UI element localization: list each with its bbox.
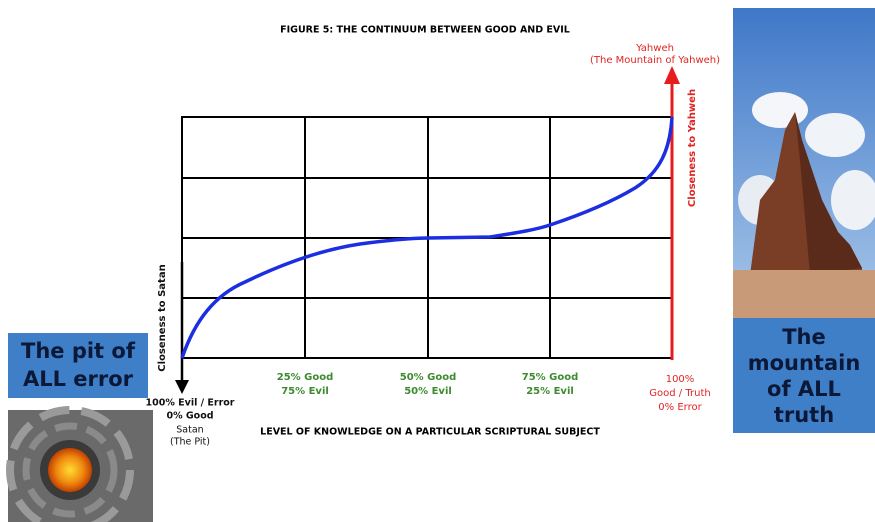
- top-label: Yahweh: [635, 43, 674, 54]
- mountain-caption: truth: [774, 403, 834, 427]
- arrow-head: [664, 66, 680, 84]
- x-label: 100%: [666, 374, 695, 385]
- mountain-caption: The: [782, 325, 826, 349]
- y-axis-top-label: Closeness to Yahweh: [687, 89, 698, 207]
- x-label: (The Pit): [170, 437, 210, 448]
- x-label: 75% Evil: [281, 386, 329, 397]
- pit-caption: ALL error: [23, 367, 134, 391]
- mountain-caption: mountain: [748, 351, 861, 375]
- x-axis-title: LEVEL OF KNOWLEDGE ON A PARTICULAR SCRIP…: [260, 427, 600, 438]
- x-label: 0% Good: [166, 411, 213, 422]
- x-label: Good / Truth: [649, 388, 710, 399]
- y-axis-bottom-label: Closeness to Satan: [157, 264, 168, 371]
- x-label: 50% Good: [400, 372, 457, 383]
- x-label: 75% Good: [522, 372, 579, 383]
- x-label: Satan: [176, 425, 203, 436]
- pit-caption: The pit of: [21, 339, 136, 363]
- top-label: (The Mountain of Yahweh): [590, 55, 720, 66]
- diagram: FIGURE 5: THE CONTINUUM BETWEEN GOOD AND…: [0, 0, 875, 522]
- arrow-head: [175, 380, 189, 394]
- x-label: 25% Good: [277, 372, 334, 383]
- title: FIGURE 5: THE CONTINUUM BETWEEN GOOD AND…: [280, 25, 570, 36]
- mountain-image: [733, 8, 875, 318]
- pit-image: [8, 410, 153, 522]
- x-label: 25% Evil: [526, 386, 574, 397]
- x-label: 50% Evil: [404, 386, 452, 397]
- x-label: 100% Evil / Error: [145, 398, 234, 409]
- mountain-caption: of ALL: [767, 377, 841, 401]
- x-label: 0% Error: [658, 402, 702, 413]
